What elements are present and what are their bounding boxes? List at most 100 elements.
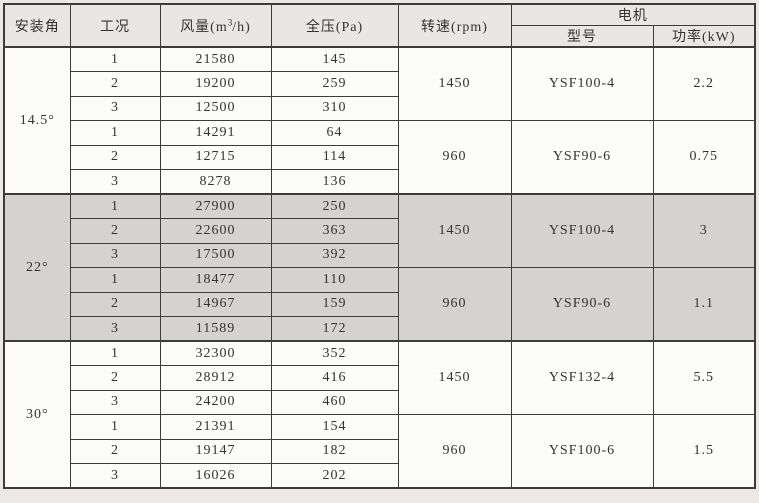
table-row: 3 16026 202 <box>4 463 755 489</box>
cell-speed: 1450 <box>397 340 512 415</box>
page: 安装角 工况 风量(m3/h) 全压(Pa) 转速(rpm) 电机 型号 功率(… <box>3 3 756 489</box>
cell-speed: 960 <box>397 120 512 195</box>
cell-airflow: 17500 <box>159 242 272 268</box>
cell-condition: 3 <box>69 242 161 268</box>
header-row-2: 型号 功率(kW) <box>4 25 756 48</box>
cell-pressure: 202 <box>270 463 399 489</box>
header-pressure: 全压(Pa) <box>270 3 399 48</box>
cell-airflow: 22600 <box>159 218 272 244</box>
header-angle: 安装角 <box>3 3 71 48</box>
cell-condition: 1 <box>69 193 161 219</box>
cell-speed: 960 <box>397 414 512 489</box>
cell-condition: 2 <box>69 218 161 244</box>
cell-pressure: 250 <box>270 193 399 219</box>
cell-model: YSF100-4 <box>510 46 654 121</box>
cell-pressure: 259 <box>270 71 399 97</box>
cell-condition: 2 <box>69 438 161 464</box>
cell-pressure: 392 <box>270 242 399 268</box>
cell-condition: 3 <box>69 389 161 415</box>
cell-condition: 1 <box>69 340 161 366</box>
table-row: 1 18477 110 960 YSF90-6 1.1 <box>4 267 756 342</box>
table-body: 14.5° 1 21580 145 1450 YSF100-4 2.2 2 19200 259 3 1… <box>3 46 756 489</box>
table-row: 2 28912 416 <box>4 365 755 391</box>
cell-airflow: 14967 <box>159 291 272 317</box>
cell-pressure: 310 <box>270 95 399 121</box>
cell-power: 1.5 <box>652 414 756 489</box>
cell-pressure: 114 <box>270 144 399 170</box>
cell-pressure: 182 <box>270 438 399 464</box>
cell-airflow: 32300 <box>159 340 272 366</box>
cell-airflow: 8278 <box>159 169 272 195</box>
cell-condition: 2 <box>69 365 161 391</box>
cell-airflow: 18477 <box>159 267 272 293</box>
cell-power: 0.75 <box>652 120 756 195</box>
header-motor: 电机 <box>510 3 756 26</box>
table-row: 3 17500 392 <box>4 242 755 268</box>
header-speed: 转速(rpm) <box>397 3 512 48</box>
cell-airflow: 27900 <box>159 193 272 219</box>
cell-pressure: 352 <box>270 340 399 366</box>
table-row: 30° 1 32300 352 1450 YSF132-4 5.5 <box>3 340 756 489</box>
table-row: 3 12500 310 <box>4 95 755 121</box>
cell-airflow: 19147 <box>159 438 272 464</box>
cell-pressure: 136 <box>270 169 399 195</box>
cell-model: YSF132-4 <box>510 340 654 415</box>
cell-speed: 1450 <box>397 46 512 121</box>
cell-pressure: 416 <box>270 365 399 391</box>
cell-angle: 30° <box>3 340 71 489</box>
cell-pressure: 172 <box>270 316 399 342</box>
cell-pressure: 110 <box>270 267 399 293</box>
header-airflow-prefix: 风量(m <box>180 19 228 35</box>
cell-airflow: 28912 <box>159 365 272 391</box>
cell-condition: 2 <box>69 71 161 97</box>
cell-airflow: 14291 <box>159 120 272 146</box>
table-row: 1 21391 154 960 YSF100-6 1.5 <box>4 414 756 489</box>
table-row: 2 12715 114 <box>4 144 755 170</box>
header-power: 功率(kW) <box>652 25 756 48</box>
cell-model: YSF90-6 <box>510 267 654 342</box>
cell-angle: 22° <box>3 193 71 342</box>
cell-model: YSF100-6 <box>510 414 654 489</box>
header-row-1: 安装角 工况 风量(m3/h) 全压(Pa) 转速(rpm) 电机 <box>3 3 756 48</box>
cell-pressure: 460 <box>270 389 399 415</box>
cell-speed: 1450 <box>397 193 512 268</box>
cell-airflow: 11589 <box>159 316 272 342</box>
header-condition: 工况 <box>69 3 161 48</box>
table-header: 安装角 工况 风量(m3/h) 全压(Pa) 转速(rpm) 电机 型号 功率(… <box>3 3 756 48</box>
header-airflow: 风量(m3/h) <box>159 3 272 48</box>
cell-condition: 3 <box>69 316 161 342</box>
cell-airflow: 21391 <box>159 414 272 440</box>
table-row: 2 19200 259 <box>4 71 755 97</box>
header-model: 型号 <box>510 25 654 48</box>
table-row: 22° 1 27900 250 1450 YSF100-4 3 <box>3 193 756 342</box>
cell-model: YSF90-6 <box>510 120 654 195</box>
header-airflow-superscript: 3 <box>227 16 233 27</box>
cell-power: 2.2 <box>652 46 756 121</box>
cell-condition: 2 <box>69 144 161 170</box>
cell-airflow: 12715 <box>159 144 272 170</box>
table-row: 14.5° 1 21580 145 1450 YSF100-4 2.2 <box>3 46 756 195</box>
cell-condition: 1 <box>69 267 161 293</box>
cell-pressure: 154 <box>270 414 399 440</box>
cell-airflow: 16026 <box>159 463 272 489</box>
cell-power: 1.1 <box>652 267 756 342</box>
cell-speed: 960 <box>397 267 512 342</box>
cell-airflow: 12500 <box>159 95 272 121</box>
cell-airflow: 19200 <box>159 71 272 97</box>
cell-condition: 1 <box>69 414 161 440</box>
cell-condition: 2 <box>69 291 161 317</box>
table-row: 1 14291 64 960 YSF90-6 0.75 <box>4 120 756 195</box>
cell-pressure: 145 <box>270 46 399 72</box>
header-airflow-suffix: /h) <box>232 19 251 35</box>
cell-condition: 3 <box>69 95 161 121</box>
cell-power: 5.5 <box>652 340 756 415</box>
table-row: 2 19147 182 <box>4 438 755 464</box>
cell-pressure: 64 <box>270 120 399 146</box>
cell-pressure: 159 <box>270 291 399 317</box>
cell-condition: 1 <box>69 46 161 72</box>
cell-condition: 1 <box>69 120 161 146</box>
table-row: 3 8278 136 <box>4 169 755 195</box>
cell-condition: 3 <box>69 463 161 489</box>
cell-pressure: 363 <box>270 218 399 244</box>
fan-spec-table: 安装角 工况 风量(m3/h) 全压(Pa) 转速(rpm) 电机 型号 功率(… <box>3 3 756 489</box>
